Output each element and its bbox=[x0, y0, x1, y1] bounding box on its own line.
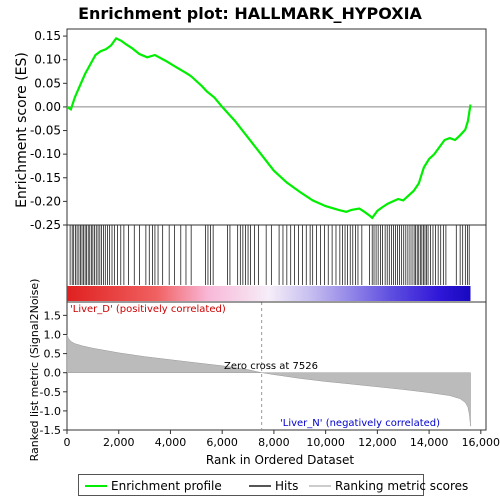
rank-ytick-label: -0.5 bbox=[40, 386, 61, 399]
rank-layer bbox=[66, 302, 471, 430]
es-ytick-label: 0.00 bbox=[34, 100, 61, 114]
rank-ytick-label: 1.0 bbox=[44, 328, 62, 341]
x-axis-label: Rank in Ordered Dataset bbox=[206, 453, 354, 467]
legend: Enrichment profile Hits Ranking metric s… bbox=[78, 474, 468, 496]
xtick-label: 8,000 bbox=[258, 436, 290, 449]
heat-layer bbox=[67, 286, 471, 301]
es-ytick-label: -0.25 bbox=[30, 218, 61, 232]
rank-metric-area bbox=[66, 334, 471, 427]
es-line-series bbox=[66, 37, 472, 220]
neg-correlation-label: 'Liver_N' (negatively correlated) bbox=[280, 418, 440, 429]
axes-layer: -0.25-0.20-0.15-0.10-0.050.000.050.100.1… bbox=[30, 29, 500, 449]
rank-ytick-label: 0.0 bbox=[44, 367, 62, 380]
heat-bar bbox=[67, 286, 471, 301]
xtick-label: 2,000 bbox=[103, 436, 135, 449]
es-ytick-label: -0.20 bbox=[30, 194, 61, 208]
xtick-label: 4,000 bbox=[155, 436, 187, 449]
rank-y-axis-label: Ranked list metric (Signal2Noise) bbox=[28, 279, 41, 462]
legend-label-hits: Hits bbox=[275, 479, 299, 493]
hits-layer bbox=[69, 225, 470, 285]
rank-ytick-label: -1.5 bbox=[40, 424, 61, 437]
legend-label-rank: Ranking metric scores bbox=[335, 479, 469, 493]
es-ytick-label: -0.05 bbox=[30, 124, 61, 138]
es-y-axis-label: Enrichment score (ES) bbox=[14, 52, 30, 208]
es-ytick-label: -0.15 bbox=[30, 171, 61, 185]
xtick-label: 0 bbox=[64, 436, 71, 449]
xtick-label: 14,000 bbox=[410, 436, 449, 449]
legend-swatch-rank bbox=[309, 485, 331, 487]
legend-swatch-es bbox=[85, 485, 107, 487]
es-ytick-label: 0.15 bbox=[34, 29, 61, 43]
es-ytick-label: 0.05 bbox=[34, 76, 61, 90]
xtick-label: 12,000 bbox=[358, 436, 397, 449]
es-ytick-label: -0.10 bbox=[30, 147, 61, 161]
chart-title: Enrichment plot: HALLMARK_HYPOXIA bbox=[78, 4, 422, 23]
xtick-label: 10,000 bbox=[306, 436, 345, 449]
rank-ytick-label: -1.0 bbox=[40, 405, 61, 418]
xtick-label: 6,000 bbox=[206, 436, 238, 449]
es-line-layer bbox=[66, 37, 472, 220]
rank-ytick-label: 0.5 bbox=[44, 348, 62, 361]
rank-ytick-label: 1.5 bbox=[44, 309, 62, 322]
legend-label-es: Enrichment profile bbox=[111, 479, 222, 493]
zero-cross-label: Zero cross at 7526 bbox=[224, 361, 318, 372]
legend-swatch-hits bbox=[249, 485, 271, 487]
xtick-label: 16,000 bbox=[462, 436, 500, 449]
plot-frame bbox=[66, 28, 487, 431]
es-ytick-label: 0.10 bbox=[34, 53, 61, 67]
pos-correlation-label: 'Liver_D' (positively correlated) bbox=[70, 304, 226, 315]
